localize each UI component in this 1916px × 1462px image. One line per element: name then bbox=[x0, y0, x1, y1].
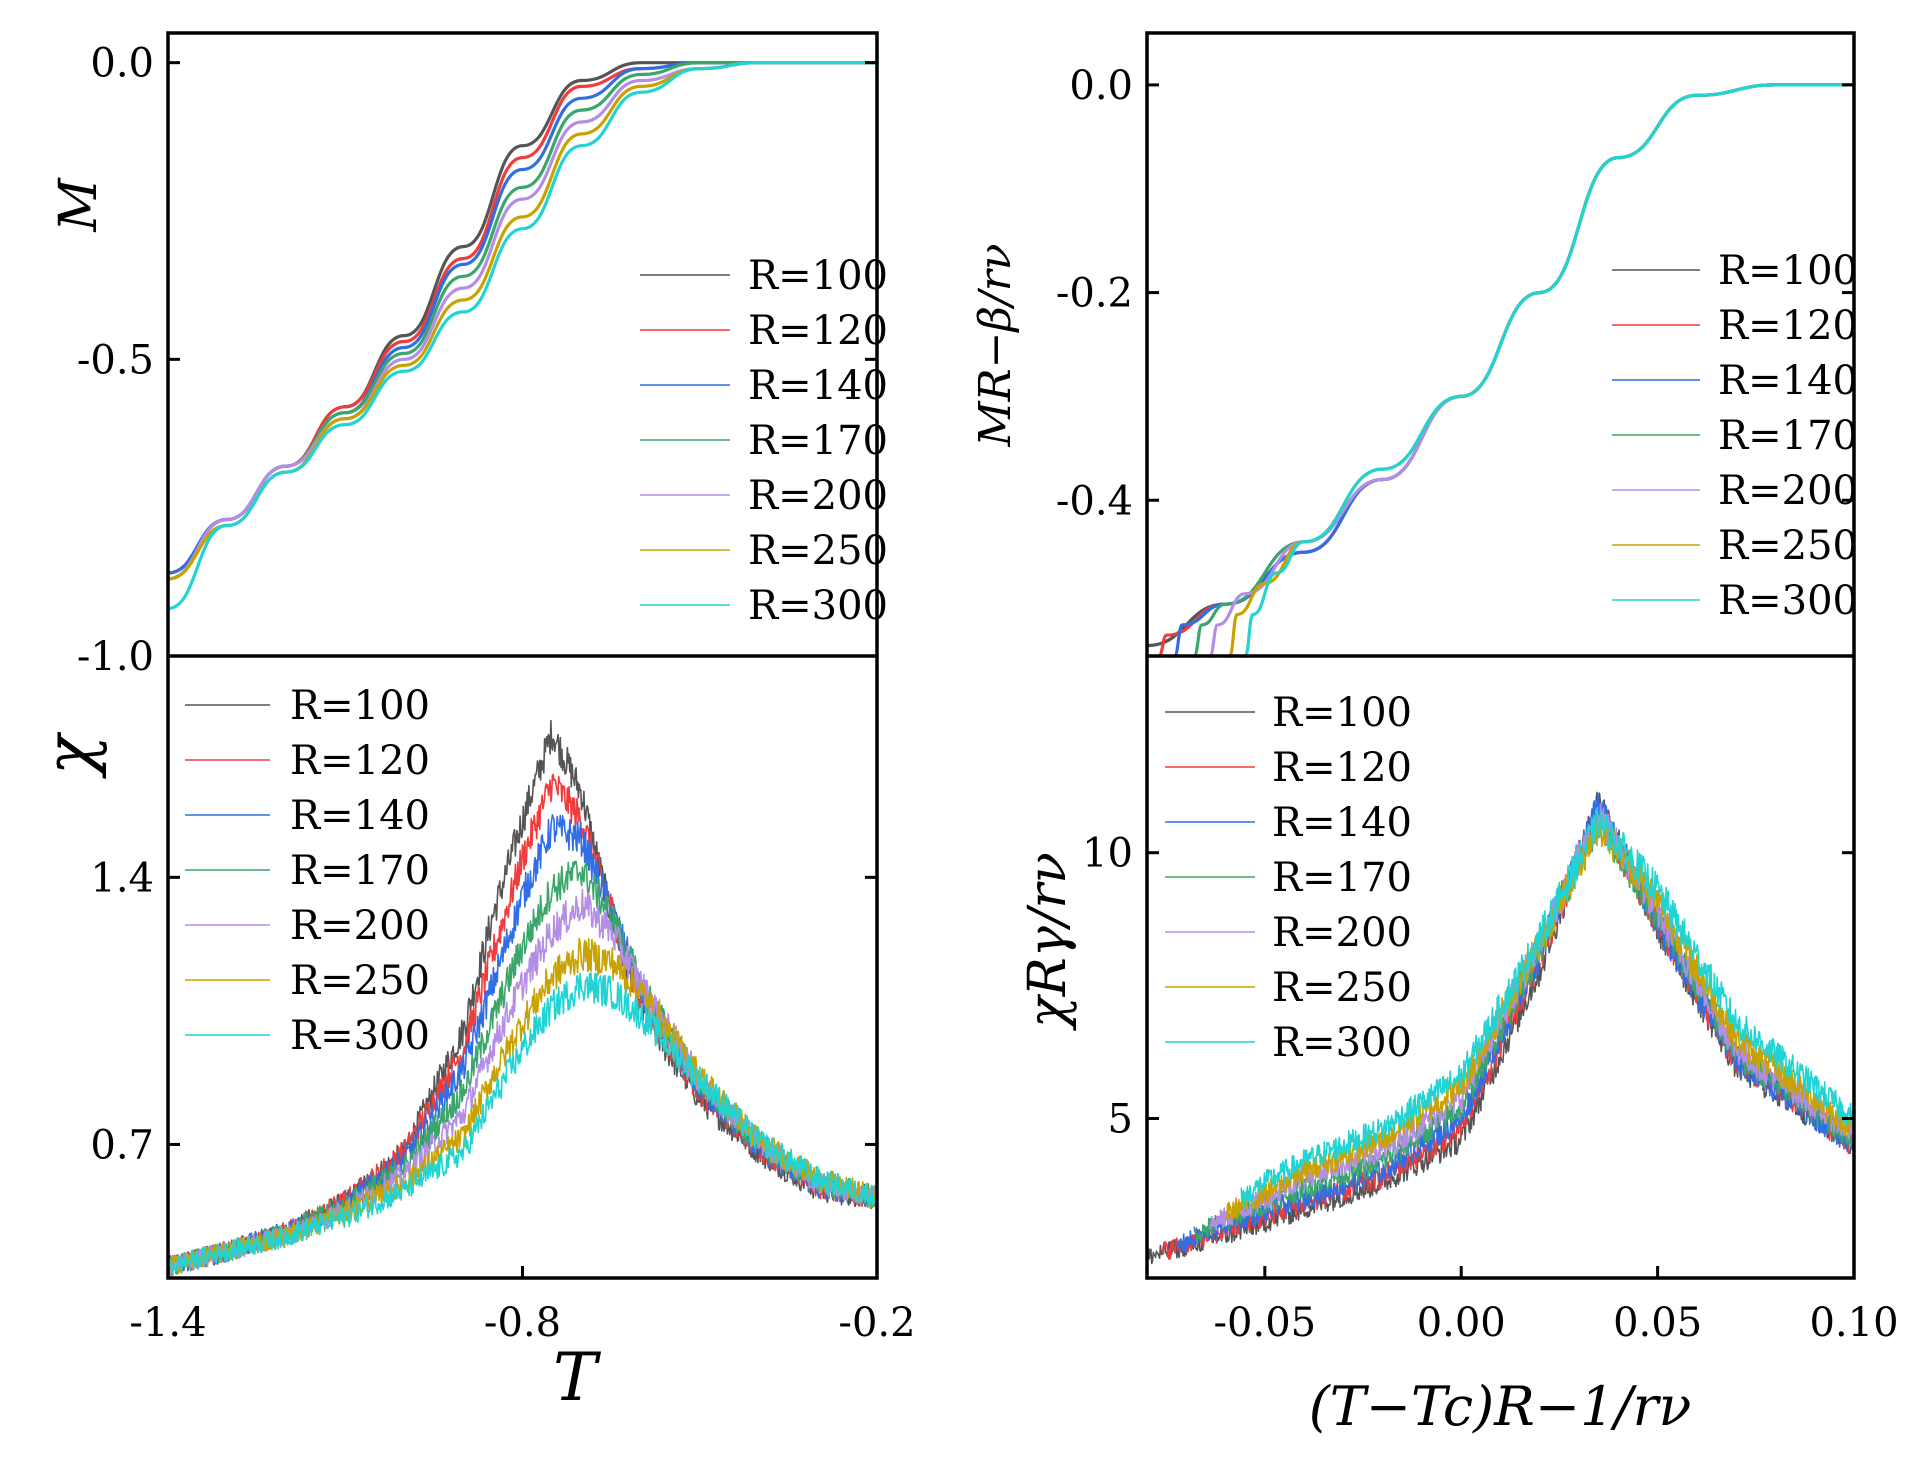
ylabel-top-left: M bbox=[49, 177, 109, 233]
panel-bottom-right: 10 5 -0.05 0.00 0.05 0.10 R=100 R=120 R=140 R=17… bbox=[1082, 690, 1898, 1346]
series-line-R-300 bbox=[1243, 83, 1856, 658]
ylabel-bottom-left: χ bbox=[31, 731, 108, 779]
legend-label: R=100 bbox=[1272, 690, 1412, 736]
xlabel-bottom-right: (T−Tc)R−1/rν bbox=[1309, 1375, 1692, 1438]
curves bbox=[1145, 83, 1856, 658]
xtick-label: 0.05 bbox=[1613, 1300, 1702, 1346]
series-line-R-300 bbox=[1240, 806, 1855, 1208]
legend: R=100 R=120 R=140 R=170 R=200 R=250 R=300 bbox=[1165, 690, 1412, 1066]
xtick-label: 0.10 bbox=[1809, 1300, 1898, 1346]
ytick-label: 0.0 bbox=[1069, 63, 1133, 109]
ytick-label: 10 bbox=[1082, 831, 1133, 877]
xtick-label: 0.00 bbox=[1417, 1300, 1506, 1346]
legend-label: R=140 bbox=[748, 363, 888, 409]
legend-label: R=300 bbox=[1272, 1020, 1412, 1066]
panel-top-left: 0.0 -0.5 -1.0 R=100 R=120 R=140 R=170 R=200 R=2… bbox=[77, 41, 888, 680]
ticks: 0.0 -0.2 -0.4 bbox=[1056, 63, 1854, 524]
legend: R=100 R=120 R=140 R=170 R=200 R=250 R=300 bbox=[640, 253, 888, 629]
ytick-label: -0.5 bbox=[77, 337, 154, 383]
panel-bottom-left: 1.40.7-1.4 -0.8 -0.2 R=100R=120R=140R=170R… bbox=[90, 683, 915, 1346]
legend-label: R=170 bbox=[1272, 855, 1412, 901]
panel-top-right: 0.0 -0.2 -0.4 R=100 R=120 R=140 R=170 R=200 R=2… bbox=[1056, 63, 1858, 658]
series-line-R-300 bbox=[166, 61, 879, 611]
curves bbox=[1146, 791, 1855, 1265]
ticks: 10 5 -0.05 0.00 0.05 0.10 bbox=[1082, 831, 1898, 1346]
legend-label: R=250 bbox=[1718, 523, 1858, 569]
ytick-label: 0.7 bbox=[90, 1122, 154, 1168]
legend-label: R=170 bbox=[748, 418, 888, 464]
xtick-label: -0.2 bbox=[838, 1300, 915, 1346]
legend-label: R=100 bbox=[748, 253, 888, 299]
ticks: 1.4 0.7 -1.4 -0.8 -0.2 bbox=[90, 855, 915, 1346]
legend-label: R=250 bbox=[748, 528, 888, 574]
legend-label: R=120 bbox=[1272, 745, 1412, 791]
ticks: 0.0 -0.5 -1.0 bbox=[77, 41, 877, 680]
series-line-R-300 bbox=[167, 972, 878, 1274]
curves bbox=[167, 719, 878, 1278]
series-line-R-120 bbox=[167, 773, 878, 1276]
xtick-label: -0.8 bbox=[484, 1300, 561, 1346]
legend-label: R=250 bbox=[1272, 965, 1412, 1011]
legend-label: R=140 bbox=[1272, 800, 1412, 846]
legend-label: R=300 bbox=[290, 1013, 430, 1059]
xlabel-bottom-left: T bbox=[553, 1339, 602, 1416]
legend-label: R=100 bbox=[1718, 248, 1858, 294]
ylabel-top-right: MR−β/rν bbox=[970, 243, 1021, 447]
ytick-label: -0.2 bbox=[1056, 271, 1133, 317]
ytick-label: 0.0 bbox=[90, 41, 154, 87]
curves bbox=[166, 61, 879, 611]
legend-label: R=200 bbox=[748, 473, 888, 519]
ytick-label: 1.4 bbox=[90, 855, 154, 901]
legend-label: R=120 bbox=[748, 308, 888, 354]
legend: R=100 R=120 R=140 R=170 R=200 R=250 R=300 bbox=[1612, 248, 1858, 624]
xtick-label: -0.05 bbox=[1214, 1300, 1317, 1346]
legend-label: R=300 bbox=[1718, 578, 1858, 624]
ytick-label: -1.0 bbox=[77, 634, 154, 680]
legend-label: R=300 bbox=[748, 583, 888, 629]
legend-label: R=120 bbox=[290, 738, 430, 784]
legend-label: R=200 bbox=[290, 903, 430, 949]
legend-label: R=200 bbox=[1272, 910, 1412, 956]
legend-label: R=120 bbox=[1718, 303, 1858, 349]
legend-label: R=140 bbox=[1718, 358, 1858, 404]
legend-label: R=170 bbox=[1718, 413, 1858, 459]
legend-label: R=250 bbox=[290, 958, 430, 1004]
ylabel-bottom-right: χRγ/rν bbox=[1018, 852, 1078, 1032]
ytick-label: 5 bbox=[1108, 1097, 1133, 1143]
legend-label: R=140 bbox=[290, 793, 430, 839]
series-line-R-170 bbox=[167, 860, 878, 1278]
legend-label: R=170 bbox=[290, 848, 430, 894]
legend-label: R=200 bbox=[1718, 468, 1858, 514]
ytick-label: -0.4 bbox=[1056, 478, 1133, 524]
xtick-label: -1.4 bbox=[129, 1300, 206, 1346]
legend: R=100 R=120 R=140 R=170 R=200 R=250 R=300 bbox=[185, 683, 430, 1059]
legend-label: R=100 bbox=[290, 683, 430, 729]
